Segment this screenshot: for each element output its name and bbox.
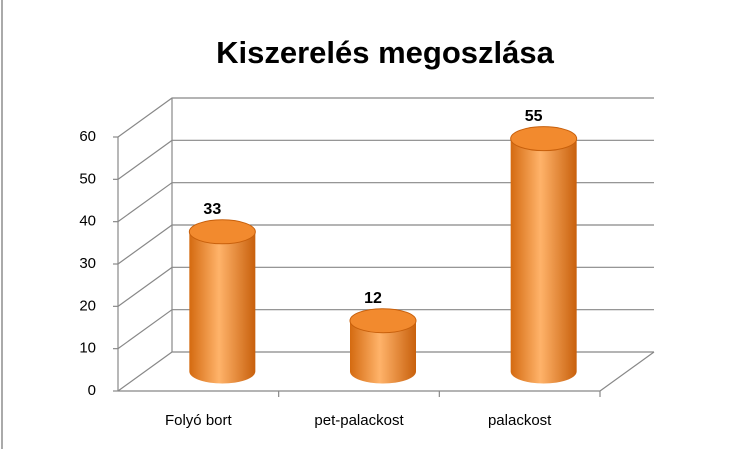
grid-line: [117, 97, 654, 138]
chart-title: Kiszerelés megoszlása: [216, 35, 555, 70]
bar-top: [188, 219, 256, 245]
y-tick-label: 60: [79, 128, 96, 145]
y-tick-label: 40: [79, 213, 96, 230]
bar: [510, 138, 577, 384]
y-tick-label: 10: [79, 340, 96, 357]
value-label: 33: [203, 201, 221, 218]
y-tick-label: 50: [79, 170, 96, 187]
grid-line: [117, 266, 654, 307]
grid-line: [117, 309, 654, 350]
y-tick-label: 20: [79, 297, 96, 314]
bar: [350, 320, 416, 384]
grid-line: [117, 351, 654, 392]
x-tick-label: palackost: [488, 412, 552, 429]
x-tick-label: pet-palackost: [314, 412, 404, 429]
y-tick-label: 0: [88, 382, 96, 399]
value-label: 55: [525, 108, 543, 125]
bar-top: [349, 308, 417, 334]
bar-top: [510, 126, 578, 152]
y-tick-label: 30: [79, 255, 96, 272]
value-label: 12: [364, 290, 382, 307]
x-tick-label: Folyó bort: [165, 412, 233, 429]
grid-line: [117, 224, 654, 265]
grid-line: [117, 139, 654, 180]
bar: [189, 231, 256, 384]
grid-line: [117, 182, 654, 223]
